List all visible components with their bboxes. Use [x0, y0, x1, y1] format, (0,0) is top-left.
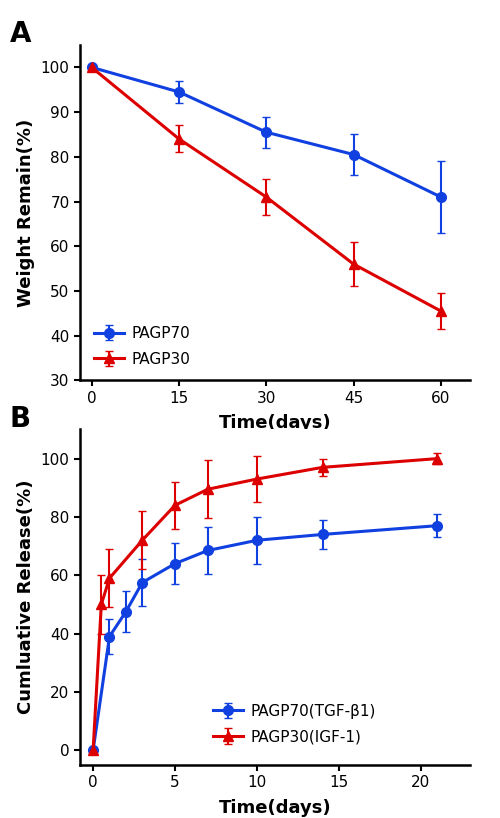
- Y-axis label: Weight Remain(%): Weight Remain(%): [17, 119, 35, 307]
- Text: A: A: [10, 20, 32, 48]
- X-axis label: Time(days): Time(days): [218, 798, 332, 816]
- Legend: PAGP70(TGF-β1), PAGP30(IGF-1): PAGP70(TGF-β1), PAGP30(IGF-1): [206, 698, 382, 750]
- Y-axis label: Cumluative Release(%): Cumluative Release(%): [17, 480, 35, 714]
- Legend: PAGP70, PAGP30: PAGP70, PAGP30: [88, 320, 197, 373]
- Text: B: B: [10, 405, 31, 433]
- X-axis label: Time(days): Time(days): [218, 414, 332, 432]
